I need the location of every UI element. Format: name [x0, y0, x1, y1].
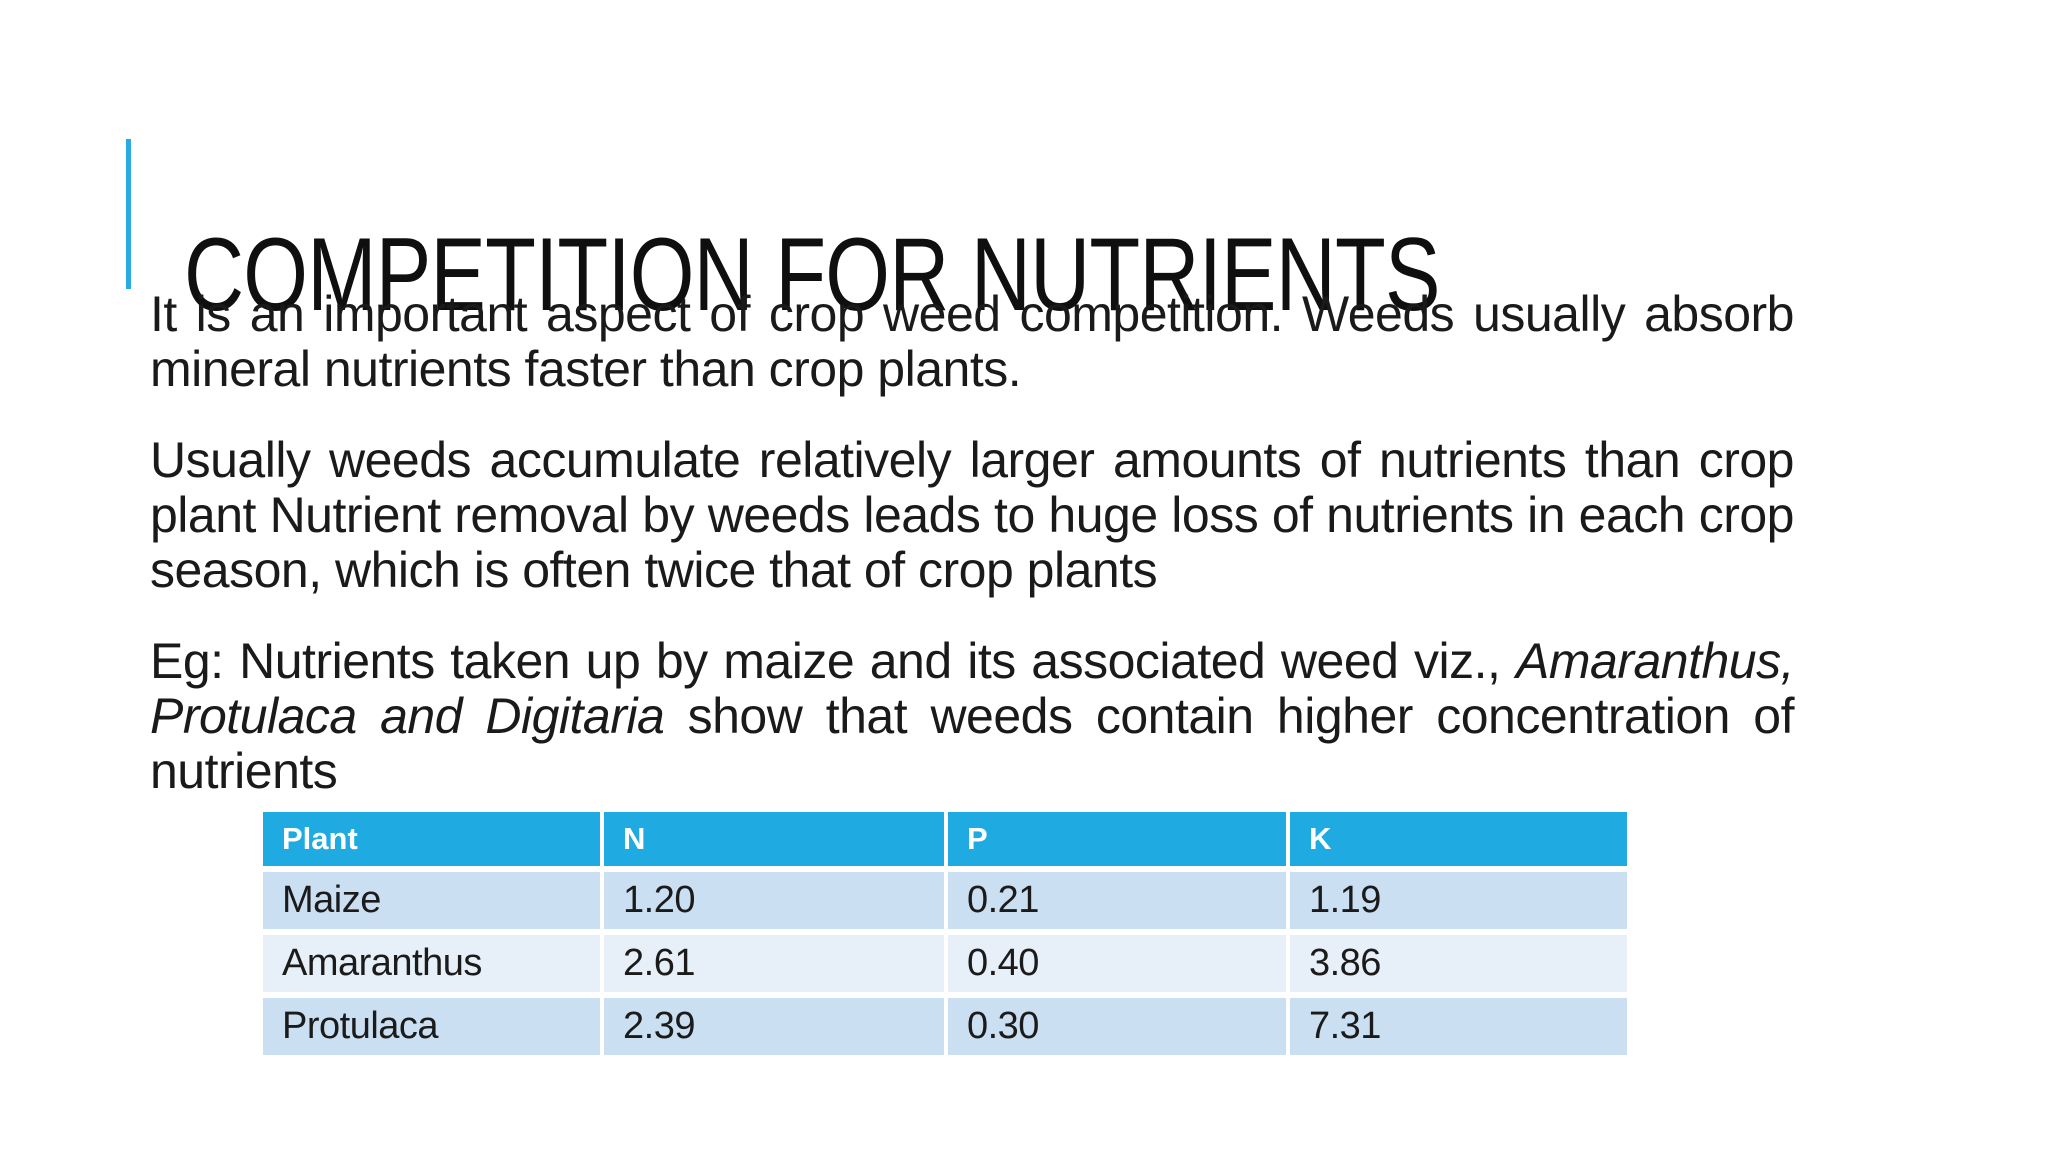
table-cell-n: 2.61	[604, 935, 944, 992]
table-cell-plant: Protulaca	[263, 998, 600, 1055]
paragraph-3: Eg: Nutrients taken up by maize and its …	[150, 633, 1795, 799]
table-cell-p: 0.40	[947, 935, 1286, 992]
table-cell-plant: Maize	[263, 872, 600, 929]
nutrient-table: Plant N P K Maize 1.20 0.21 1.19 Amarant…	[263, 812, 1627, 1055]
table-cell-n: 1.20	[604, 872, 944, 929]
table-cell-p: 0.21	[947, 872, 1286, 929]
accent-bar	[126, 139, 131, 289]
table-cell-n: 2.39	[604, 998, 944, 1055]
table-header-k: K	[1289, 812, 1627, 866]
table-header-plant: Plant	[263, 812, 600, 866]
table-cell-k: 1.19	[1289, 872, 1627, 929]
table-cell-p: 0.30	[947, 998, 1286, 1055]
table-cell-k: 3.86	[1289, 935, 1627, 992]
page-title: COMPETITION FOR NUTRIENTS	[184, 216, 1441, 333]
table-header-p: P	[947, 812, 1286, 866]
paragraph-1: It is an important aspect of crop weed c…	[150, 286, 1795, 397]
body-text: It is an important aspect of crop weed c…	[150, 286, 1795, 835]
paragraph-3-suffix: show that weeds contain higher concentra…	[150, 688, 1795, 799]
table-cell-plant: Amaranthus	[263, 935, 600, 992]
table-cell-k: 7.31	[1289, 998, 1627, 1055]
paragraph-2: Usually weeds accumulate relatively larg…	[150, 432, 1795, 598]
table-header-n: N	[604, 812, 944, 866]
paragraph-3-prefix: Eg: Nutrients taken up by maize and its …	[150, 633, 1517, 689]
paragraph-3-species-italic: Amaranthus, Protulaca and Digitaria	[150, 633, 1795, 744]
